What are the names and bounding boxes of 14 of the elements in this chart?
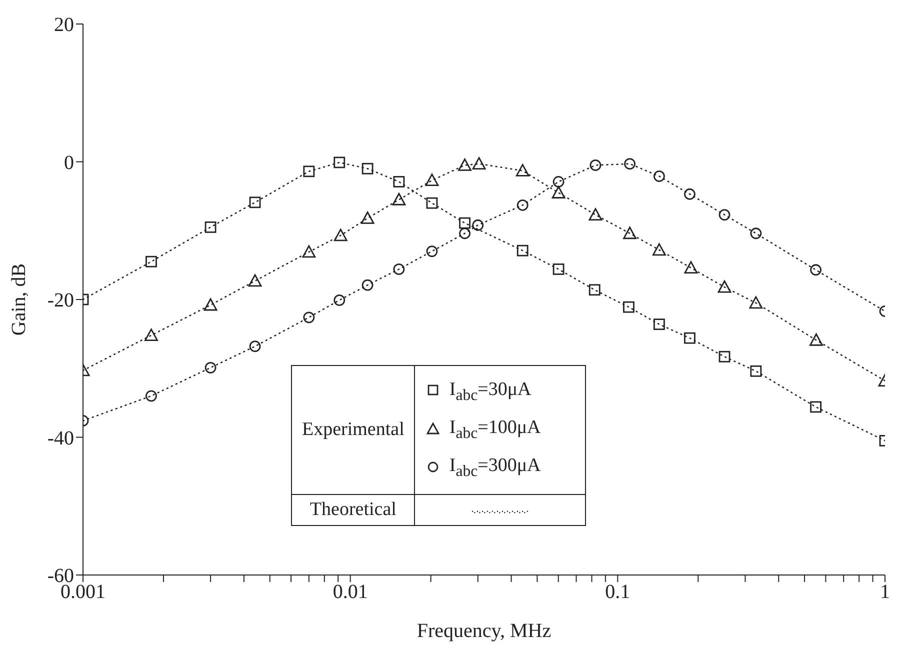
legend-label: I$_{abc}$=300μA [449, 455, 541, 480]
x-tick-label: 0.01 [332, 581, 368, 604]
y-tick-label: -20 [47, 290, 74, 312]
annotation: Theoretical [292, 494, 415, 526]
x-tick-label: 1 [880, 581, 890, 604]
y-tick-label: 0 [64, 152, 74, 174]
y-tick-label: 20 [54, 14, 74, 36]
y-axis-title: Gain, dB [8, 263, 30, 336]
y-tick-label: -40 [47, 427, 74, 450]
legend-label: I$_{abc}$=30μA [449, 378, 532, 404]
legend-title: Experimental [292, 366, 415, 494]
legend-label: I$_{abc}$=100μA [449, 417, 541, 442]
x-axis-title: Frequency, MHz [416, 620, 552, 642]
x-tick-label: 0.1 [605, 581, 630, 604]
